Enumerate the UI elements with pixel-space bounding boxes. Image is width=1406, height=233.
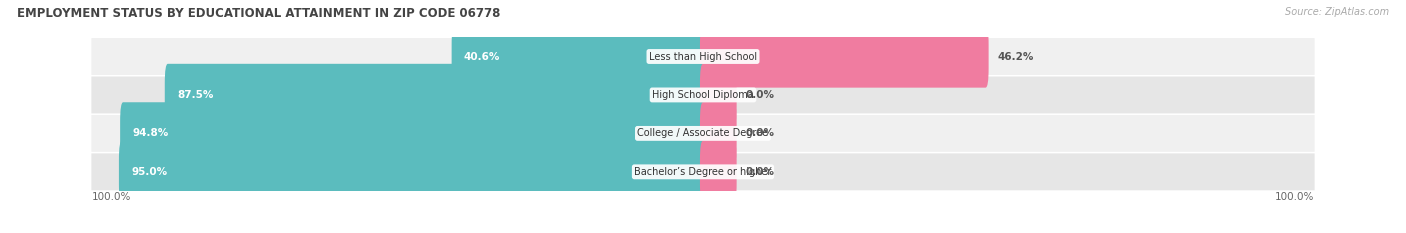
- FancyBboxPatch shape: [700, 64, 737, 126]
- Text: EMPLOYMENT STATUS BY EDUCATIONAL ATTAINMENT IN ZIP CODE 06778: EMPLOYMENT STATUS BY EDUCATIONAL ATTAINM…: [17, 7, 501, 20]
- FancyBboxPatch shape: [91, 115, 1315, 152]
- Text: 95.0%: 95.0%: [131, 167, 167, 177]
- Text: Bachelor’s Degree or higher: Bachelor’s Degree or higher: [634, 167, 772, 177]
- Text: 0.0%: 0.0%: [745, 128, 775, 138]
- Text: High School Diploma: High School Diploma: [652, 90, 754, 100]
- FancyBboxPatch shape: [451, 25, 706, 88]
- Text: 0.0%: 0.0%: [745, 167, 775, 177]
- Text: 40.6%: 40.6%: [464, 51, 501, 62]
- Text: Source: ZipAtlas.com: Source: ZipAtlas.com: [1285, 7, 1389, 17]
- FancyBboxPatch shape: [165, 64, 706, 126]
- FancyBboxPatch shape: [91, 38, 1315, 75]
- FancyBboxPatch shape: [700, 102, 737, 164]
- Text: 0.0%: 0.0%: [745, 90, 775, 100]
- FancyBboxPatch shape: [700, 141, 737, 203]
- FancyBboxPatch shape: [91, 76, 1315, 113]
- Text: 100.0%: 100.0%: [91, 192, 131, 202]
- FancyBboxPatch shape: [700, 25, 988, 88]
- FancyBboxPatch shape: [91, 153, 1315, 190]
- FancyBboxPatch shape: [120, 141, 706, 203]
- Text: 46.2%: 46.2%: [998, 51, 1035, 62]
- Text: Less than High School: Less than High School: [650, 51, 756, 62]
- Text: 87.5%: 87.5%: [177, 90, 214, 100]
- Text: 94.8%: 94.8%: [132, 128, 169, 138]
- Text: 100.0%: 100.0%: [1275, 192, 1315, 202]
- FancyBboxPatch shape: [120, 102, 706, 164]
- Text: College / Associate Degree: College / Associate Degree: [637, 128, 769, 138]
